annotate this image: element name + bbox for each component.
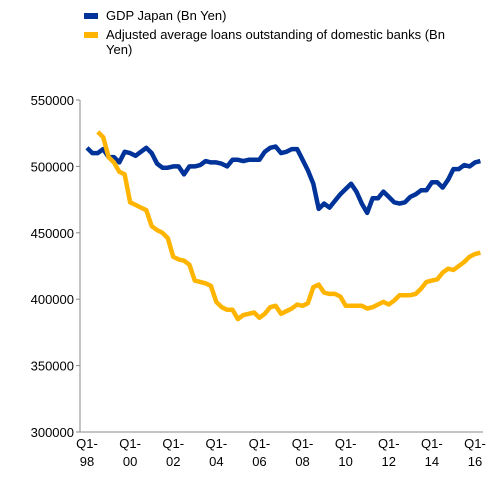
x-tick-label: Q1-98 bbox=[76, 436, 98, 469]
x-tick-label-line: Q1- bbox=[335, 436, 357, 451]
x-tick-label: Q1-14 bbox=[421, 436, 443, 469]
y-tick-label: 400000 bbox=[31, 292, 74, 307]
legend-label: Adjusted average loans outstanding of do… bbox=[106, 27, 445, 57]
legend-item: GDP Japan (Bn Yen) bbox=[84, 8, 464, 23]
x-tick-label-line: 04 bbox=[209, 454, 223, 469]
x-tick-label-line: 06 bbox=[252, 454, 266, 469]
x-tick-label-line: 00 bbox=[123, 454, 137, 469]
x-tick-label-line: Q1- bbox=[421, 436, 443, 451]
legend-swatch bbox=[84, 32, 98, 38]
x-tick-label: Q1-00 bbox=[119, 436, 141, 469]
y-tick-label: 500000 bbox=[31, 159, 74, 174]
x-tick-label-line: 02 bbox=[166, 454, 180, 469]
x-tick-label-line: Q1- bbox=[205, 436, 227, 451]
legend-item: Adjusted average loans outstanding of do… bbox=[84, 27, 464, 57]
series-line bbox=[85, 144, 481, 216]
x-tick-label: Q1-12 bbox=[378, 436, 400, 469]
x-tick-label-line: Q1- bbox=[249, 436, 271, 451]
x-tick-label-line: Q1- bbox=[292, 436, 314, 451]
series-line bbox=[96, 130, 481, 322]
x-tick-label-line: 10 bbox=[338, 454, 352, 469]
x-tick-label-line: Q1- bbox=[378, 436, 400, 451]
x-tick-label: Q1-02 bbox=[162, 436, 184, 469]
x-tick-label: Q1-04 bbox=[205, 436, 227, 469]
x-tick-label-line: Q1- bbox=[76, 436, 98, 451]
x-tick-label-line: 12 bbox=[382, 454, 396, 469]
x-tick-label: Q1-06 bbox=[249, 436, 271, 469]
x-tick-label: Q1-08 bbox=[292, 436, 314, 469]
x-tick-label-line: Q1- bbox=[119, 436, 141, 451]
y-tick-label: 350000 bbox=[31, 359, 74, 374]
x-tick-label-line: 16 bbox=[468, 454, 482, 469]
y-tick-label: 300000 bbox=[31, 425, 74, 440]
y-tick-label: 550000 bbox=[31, 93, 74, 108]
legend-label: GDP Japan (Bn Yen) bbox=[106, 8, 227, 23]
y-tick-label: 450000 bbox=[31, 226, 74, 241]
x-tick-label-line: 14 bbox=[425, 454, 439, 469]
x-tick-label-line: 98 bbox=[80, 454, 94, 469]
x-tick-label-line: Q1- bbox=[162, 436, 184, 451]
legend: GDP Japan (Bn Yen) Adjusted average loans… bbox=[84, 8, 464, 61]
x-tick-label: Q1-10 bbox=[335, 436, 357, 469]
x-tick-label-line: 08 bbox=[295, 454, 309, 469]
x-tick-label-line: Q1- bbox=[464, 436, 486, 451]
legend-swatch bbox=[84, 13, 98, 19]
x-tick-label: Q1-16 bbox=[464, 436, 486, 469]
